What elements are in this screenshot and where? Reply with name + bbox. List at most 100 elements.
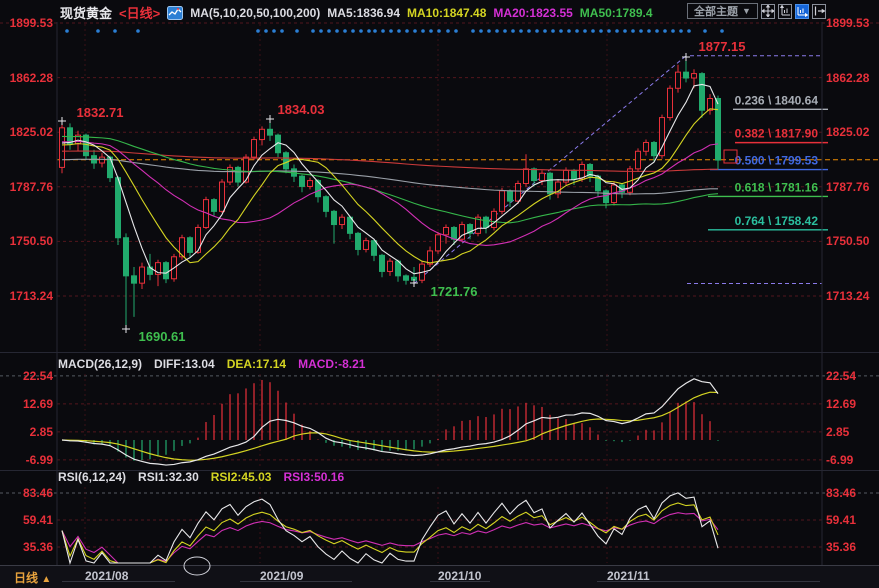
event-dot xyxy=(671,29,675,33)
candle-body xyxy=(195,226,201,253)
ma20-line xyxy=(61,140,719,246)
ma5-line xyxy=(61,83,719,275)
candle-body xyxy=(427,250,433,265)
event-dot xyxy=(511,29,515,33)
month-label: 2021/11 xyxy=(607,569,650,583)
ma-settings-label: MA(5,10,20,50,100,200) xyxy=(190,5,321,20)
candle-body xyxy=(123,237,129,277)
ma50-line xyxy=(61,135,719,224)
event-dot xyxy=(367,29,371,33)
event-dot xyxy=(623,29,627,33)
candle-body xyxy=(107,156,113,179)
candle-body xyxy=(667,87,673,119)
event-dot xyxy=(343,29,347,33)
candle-body xyxy=(443,226,449,236)
candle-body xyxy=(211,199,217,212)
event-dot xyxy=(479,29,483,33)
axis-settings-icon[interactable] xyxy=(777,3,792,19)
candle-body xyxy=(467,224,473,234)
candle-body xyxy=(475,216,481,234)
candle-body xyxy=(363,240,369,250)
rsi1-line xyxy=(61,492,719,565)
event-dot xyxy=(720,29,724,33)
macd-macd-value: MACD:-8.21 xyxy=(298,357,366,371)
candle-body xyxy=(243,156,249,183)
triangle-up-icon: ▲ xyxy=(41,574,52,585)
event-dot xyxy=(559,29,563,33)
candle-body xyxy=(339,216,345,226)
extreme-price-annotation: 1834.03 xyxy=(278,102,325,117)
candle-body xyxy=(259,128,265,141)
candle-body xyxy=(547,172,553,195)
ma10-line xyxy=(61,108,719,264)
rsi3-line xyxy=(61,512,719,564)
event-dot xyxy=(319,29,323,33)
candle-body xyxy=(163,262,169,280)
event-dot xyxy=(295,29,299,33)
event-dot xyxy=(381,29,385,33)
candle-body xyxy=(59,127,65,168)
crosshair-move-icon[interactable] xyxy=(760,3,775,19)
candle-body xyxy=(155,262,161,275)
theme-dropdown[interactable]: 全部主题 ▼ xyxy=(687,3,758,19)
event-dot xyxy=(65,29,69,33)
event-dot xyxy=(280,29,284,33)
event-dot xyxy=(389,29,393,33)
period-selector-label: 日线 xyxy=(14,571,39,585)
price-marker xyxy=(723,149,738,164)
candle-body xyxy=(307,180,313,187)
ma50-value: MA50:1789.4 xyxy=(579,5,653,20)
event-dot xyxy=(351,29,355,33)
macd-diff-line xyxy=(61,378,719,466)
event-dot xyxy=(495,29,499,33)
theme-dropdown-label: 全部主题 xyxy=(694,6,738,18)
period-selector[interactable]: 日线 ▲ xyxy=(14,569,51,586)
candle-body xyxy=(651,141,657,157)
event-dot xyxy=(679,29,683,33)
collapse-panel-icon[interactable] xyxy=(811,3,826,19)
candle-body xyxy=(643,141,649,152)
event-dot xyxy=(647,29,651,33)
drawing-circle-annotation xyxy=(183,556,211,576)
candle-body xyxy=(379,254,385,272)
rsi3-value: RSI3:50.16 xyxy=(283,470,345,484)
rsi1-value: RSI1:32.30 xyxy=(138,470,199,484)
event-dot xyxy=(655,29,659,33)
candle-body xyxy=(267,128,273,136)
extreme-price-annotation: 1832.71 xyxy=(77,105,124,120)
candle-body xyxy=(715,98,721,161)
candle-body xyxy=(659,117,665,157)
event-dot xyxy=(567,29,571,33)
candle-body xyxy=(523,168,529,185)
candle-body xyxy=(451,226,457,240)
event-dot xyxy=(429,29,433,33)
candle-body xyxy=(299,175,305,187)
month-label: 2021/09 xyxy=(260,569,304,583)
period-tag: <日线> xyxy=(119,6,161,21)
candle-body xyxy=(227,166,233,183)
candle-body xyxy=(515,183,521,202)
event-dot xyxy=(607,29,611,33)
candle-body xyxy=(603,190,609,204)
extreme-price-annotation: 1877.15 xyxy=(699,39,746,54)
event-dot xyxy=(446,29,450,33)
auto-scale-icon[interactable] xyxy=(794,3,809,19)
ma200-line xyxy=(61,150,719,172)
candle-body xyxy=(355,232,361,250)
chart-type-icon xyxy=(167,5,184,20)
month-label: 2021/08 xyxy=(85,569,129,583)
candle-body xyxy=(699,73,705,111)
event-dot xyxy=(335,29,339,33)
macd-dea-line xyxy=(61,391,719,461)
event-dot xyxy=(639,29,643,33)
event-dot xyxy=(454,29,458,33)
candle-body xyxy=(67,127,73,145)
candle-body xyxy=(459,224,465,240)
extreme-price-annotation: 1690.61 xyxy=(139,329,186,344)
event-dot xyxy=(535,29,539,33)
top-toolbar: 现货黄金 <日线> MA(5,10,20,50,100,200) MA5:1836… xyxy=(0,0,879,22)
candle-body xyxy=(219,181,225,212)
event-dot xyxy=(373,29,377,33)
event-dot xyxy=(421,29,425,33)
